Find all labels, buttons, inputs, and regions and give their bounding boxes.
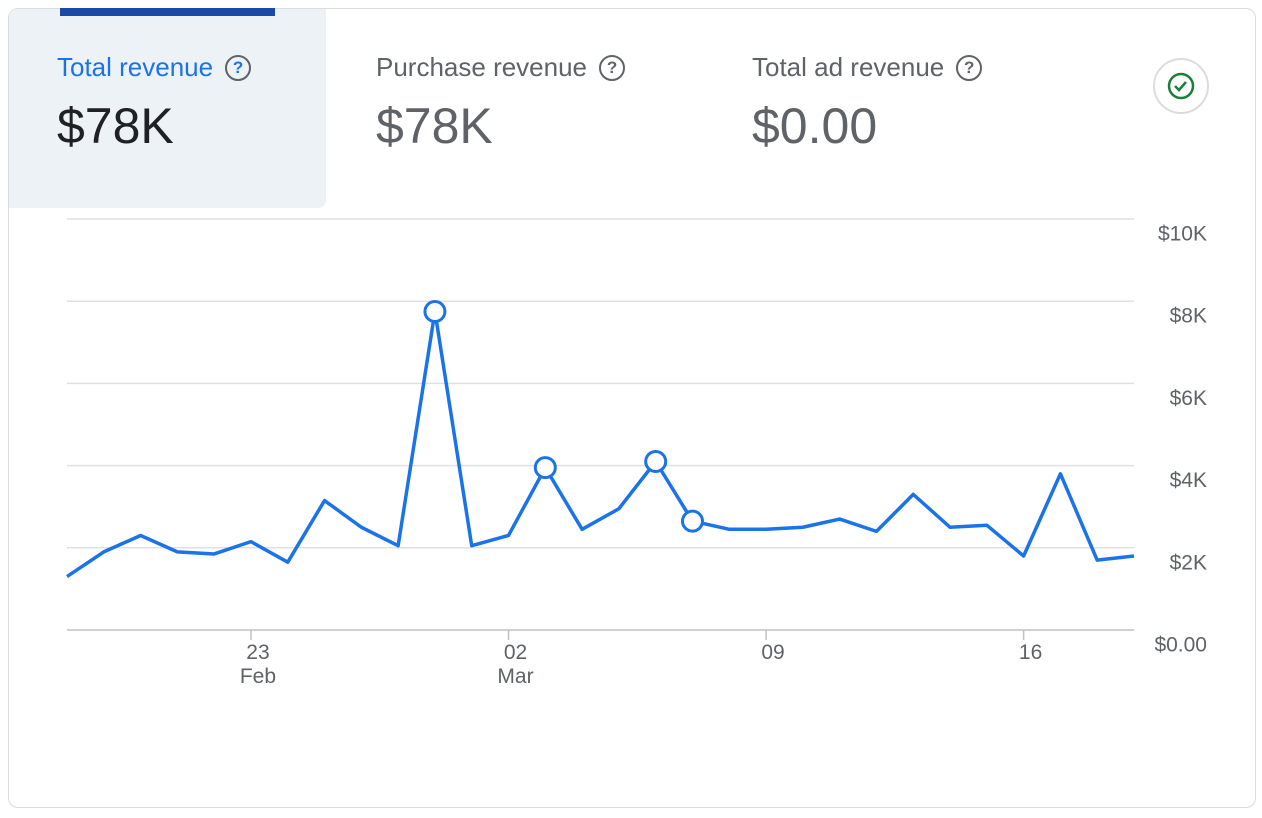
y-tick-label: $8K [1170,305,1207,328]
tab-label: Total ad revenue [752,52,945,82]
card-frame [8,8,1256,808]
x-tick-label: 23 Feb [239,641,277,688]
x-tick-label: 09 [761,641,785,664]
line-series [66,309,1135,579]
x-tick-label: 02 Mar [497,641,534,688]
selected-indicator [60,8,275,16]
tab-label: Total revenue [57,52,214,82]
y-tick-label: $2K [1170,551,1207,574]
help-icon[interactable]: ? [956,54,983,81]
y-tick-label: $6K [1170,387,1207,410]
tab[interactable]: Total revenue? $78K [57,52,252,155]
tab[interactable]: Total ad revenue? $0.00 [752,52,983,155]
help-icon[interactable]: ? [599,54,626,81]
tab-value: $78K [57,98,174,154]
highlight-point [680,509,704,533]
highlight-point [533,456,557,480]
tab-value: $78K [376,98,493,154]
y-tick-label: $0.00 [1154,634,1207,657]
tab[interactable]: Purchase revenue? $78K [376,52,626,155]
help-icon[interactable]: ? [225,54,252,81]
highlight-point [423,299,447,323]
selected-tab-bg [9,9,326,208]
y-tick-label: $4K [1170,469,1207,492]
highlight-point [644,449,668,473]
x-tick-label: 16 [1018,641,1043,664]
tab-label: Purchase revenue [376,52,588,82]
tab-value: $0.00 [752,98,878,154]
y-tick-label: $10K [1158,223,1207,246]
status-icon[interactable] [1153,58,1209,114]
